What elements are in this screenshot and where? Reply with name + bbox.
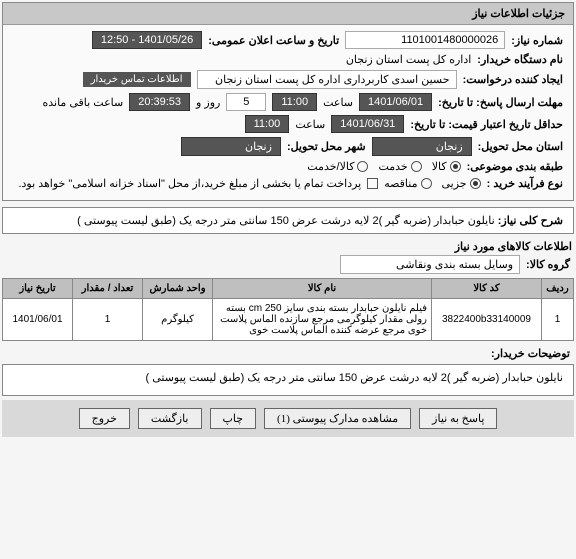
radio-khadamat[interactable] (411, 161, 422, 172)
cell-code: 3822400b33140009 (432, 299, 542, 341)
need-number-value: 1101001480000026 (345, 31, 505, 49)
city-label: شهر محل تحویل: (287, 140, 366, 153)
remain-label: ساعت باقی مانده (42, 96, 123, 109)
classification-label: طبقه بندی موضوعی: (467, 160, 563, 173)
treasury-checkbox[interactable] (367, 178, 378, 189)
exit-button[interactable]: خروج (79, 408, 130, 429)
buyer-org-label: نام دستگاه خریدار: (477, 53, 563, 66)
saat-label-1: ساعت (323, 96, 353, 109)
col-radif: ردیف (542, 279, 574, 299)
reply-button[interactable]: پاسخ به نیاز (419, 408, 497, 429)
buyer-notes-box: نایلون حبابدار (ضربه گیر )2 لایه درشت عر… (2, 364, 574, 396)
classification-radios: کالا خدمت کالا/خدمت (307, 160, 460, 173)
print-button[interactable]: چاپ (210, 408, 257, 429)
back-button[interactable]: بازگشت (138, 408, 202, 429)
process-type-label: نوع فرآیند خرید : (487, 177, 563, 190)
panel-body: شماره نیاز: 1101001480000026 تاریخ و ساع… (3, 25, 573, 200)
buyer-notes-label: توضیحات خریدار: (491, 347, 570, 360)
pub-datetime-value: 1401/05/26 - 12:50 (92, 31, 202, 49)
general-description-box: شرح کلی نیاز: نایلون حبابدار (ضربه گیر )… (2, 207, 574, 234)
location-label: استان محل تحویل: (478, 140, 563, 153)
cell-qty: 1 (73, 299, 143, 341)
radio-both[interactable] (357, 161, 368, 172)
province-value: زنجان (372, 137, 472, 156)
item-group-label: گروه کالا: (526, 258, 570, 271)
valid-time: 11:00 (245, 115, 290, 133)
items-section-title: اطلاعات کالاهای مورد نیاز (4, 240, 572, 253)
cell-name: فیلم نایلون حبابدار بسته بندی سایز cm 25… (213, 299, 432, 341)
radio-other-label: مناقصه (384, 177, 417, 190)
radio-joz-label: جزیی (442, 177, 467, 190)
col-code: کد کالا (432, 279, 542, 299)
need-number-label: شماره نیاز: (511, 34, 563, 47)
col-date: تاریخ نیاز (3, 279, 73, 299)
countdown: 20:39:53 (129, 93, 190, 111)
contact-info-tag[interactable]: اطلاعات تماس خریدار (83, 72, 191, 87)
send-deadline-label: مهلت ارسال پاسخ: تا تاریخ: (438, 96, 563, 109)
treasury-note: پرداخت تمام یا بخشی از مبلغ خرید،از محل … (18, 177, 361, 190)
general-description-label: شرح کلی نیاز: (498, 215, 563, 227)
cell-unit: کیلوگرم (143, 299, 213, 341)
send-date: 1401/06/01 (359, 93, 432, 111)
col-unit: واحد شمارش (143, 279, 213, 299)
table-row[interactable]: 1 3822400b33140009 فیلم نایلون حبابدار ب… (3, 299, 574, 341)
requester-label: ایجاد کننده درخواست: (463, 73, 563, 86)
radio-kala-label: کالا (432, 160, 447, 173)
col-name: نام کالا (213, 279, 432, 299)
days-left: 5 (226, 93, 266, 111)
button-bar: پاسخ به نیاز مشاهده مدارک پیوستی (1) چاپ… (2, 400, 574, 437)
radio-both-label: کالا/خدمت (307, 160, 354, 173)
days-and-label: روز و (196, 96, 220, 109)
radio-other[interactable] (421, 178, 432, 189)
need-details-panel: جزئیات اطلاعات نیاز شماره نیاز: 11010014… (2, 2, 574, 201)
general-description-value: نایلون حبابدار (ضربه گیر )2 لایه درشت عر… (77, 215, 495, 227)
radio-joz[interactable] (470, 178, 481, 189)
items-table: ردیف کد کالا نام کالا واحد شمارش تعداد /… (2, 278, 574, 341)
requester-value: حسین اسدی کاربرداری اداره کل پست استان ز… (197, 70, 457, 89)
col-qty: تعداد / مقدار (73, 279, 143, 299)
item-group-value: وسایل بسته بندی ونقاشی (340, 255, 520, 274)
table-header-row: ردیف کد کالا نام کالا واحد شمارش تعداد /… (3, 279, 574, 299)
pub-datetime-label: تاریخ و ساعت اعلان عمومی: (208, 34, 339, 47)
radio-khadamat-label: خدمت (378, 160, 407, 173)
buyer-notes-value: نایلون حبابدار (ضربه گیر )2 لایه درشت عر… (145, 372, 563, 384)
min-valid-label: حداقل تاریخ اعتبار قیمت: تا تاریخ: (410, 118, 563, 131)
city-value: زنجان (181, 137, 281, 156)
process-radios: جزیی مناقصه (384, 177, 480, 190)
radio-kala[interactable] (450, 161, 461, 172)
cell-radif: 1 (542, 299, 574, 341)
send-time: 11:00 (272, 93, 317, 111)
panel-header[interactable]: جزئیات اطلاعات نیاز (3, 3, 573, 25)
buyer-org-value: اداره کل پست استان زنجان (346, 53, 471, 66)
valid-date: 1401/06/31 (331, 115, 404, 133)
saat-label-2: ساعت (295, 118, 325, 131)
cell-date: 1401/06/01 (3, 299, 73, 341)
view-docs-button[interactable]: مشاهده مدارک پیوستی (1) (264, 408, 411, 429)
